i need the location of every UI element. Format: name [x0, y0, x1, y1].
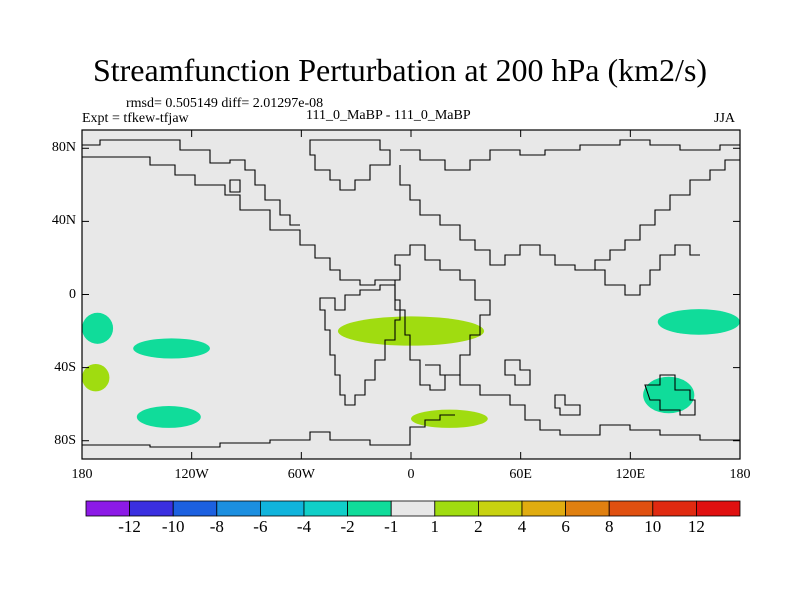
colorbar-label: -12: [118, 517, 141, 536]
colorbar-swatch: [303, 500, 348, 517]
colorbar-swatch: [434, 500, 479, 517]
anomaly-region-8: [643, 376, 695, 414]
anomaly-region-6: [136, 405, 201, 428]
coastline-4: [309, 139, 391, 191]
x-tick-label: 180: [729, 467, 751, 482]
y-tick-label: 40N: [51, 213, 76, 229]
anomaly-region-4: [82, 312, 114, 344]
coastline-1: [82, 156, 395, 286]
colorbar-label: 10: [644, 517, 662, 536]
coastline-10: [425, 364, 740, 441]
colorbar-label: -4: [296, 517, 312, 536]
colorbar-swatch: [477, 500, 523, 517]
colorbar-swatch: [390, 500, 436, 517]
season-label: JJA: [714, 111, 736, 126]
colorbar-swatch: [259, 500, 305, 517]
colorbar-label: 2: [474, 517, 483, 536]
coastline-9: [595, 244, 700, 296]
x-tick-label: 120W: [174, 467, 209, 482]
colorbar-label: 6: [561, 517, 570, 536]
coastline-3: [229, 179, 241, 193]
anomaly-region-7: [657, 309, 740, 335]
y-tick-label: 0: [69, 286, 76, 302]
experiment-label: Expt = tfkew-tfjaw: [82, 111, 189, 126]
y-tick-label: 80S: [54, 432, 76, 448]
colorbar-swatch: [652, 500, 697, 517]
colorbar-label: 12: [687, 517, 705, 536]
colorbar-label: 1: [430, 517, 440, 536]
anomaly-region-5: [133, 338, 210, 359]
colorbar-swatch: [521, 500, 566, 517]
coastline-5: [319, 284, 401, 406]
coastline-6: [394, 244, 491, 391]
x-tick-label: 0: [407, 467, 415, 482]
coastline-8: [399, 159, 740, 271]
map-title: Streamfunction Perturbation at 200 hPa (…: [92, 52, 708, 88]
x-tick-label: 60E: [509, 467, 532, 482]
coastline-2: [82, 139, 300, 226]
coastline-11: [82, 414, 455, 448]
anomaly-region-3: [82, 363, 110, 392]
anomaly-region-2: [411, 409, 488, 428]
stats-label: rmsd= 0.505149 diff= 2.01297e-08: [126, 96, 324, 111]
colorbar-swatch: [608, 500, 654, 517]
x-tick-label: 180: [71, 467, 93, 482]
colorbar-swatch: [565, 500, 610, 517]
coastline-7: [400, 139, 740, 171]
colorbar-label: -10: [161, 517, 185, 536]
x-tick-label: 120E: [615, 467, 646, 482]
colorbar-label: -6: [253, 517, 268, 536]
coastline-12: [644, 374, 696, 416]
colorbar-label: -1: [384, 517, 399, 536]
colorbar-label: -2: [340, 517, 355, 536]
colorbar-label: 8: [604, 517, 614, 536]
anomaly-region-1: [337, 316, 485, 346]
coastline-13: [504, 359, 531, 386]
colorbar-label: 4: [517, 517, 527, 536]
colorbar-swatch: [129, 500, 174, 517]
x-tick-label: 60W: [287, 467, 315, 482]
coastline-14: [554, 394, 581, 416]
colorbar-swatch: [216, 500, 261, 517]
colorbar-swatch: [172, 500, 218, 517]
y-tick-label: 80N: [51, 140, 76, 156]
colorbar-label: -8: [209, 517, 224, 536]
case-label: 111_0_MaBP - 111_0_MaBP: [306, 108, 471, 123]
colorbar-swatch: [347, 500, 392, 517]
colorbar-swatch: [696, 500, 741, 517]
colorbar-swatch: [85, 500, 130, 517]
y-tick-label: 40S: [54, 359, 76, 375]
